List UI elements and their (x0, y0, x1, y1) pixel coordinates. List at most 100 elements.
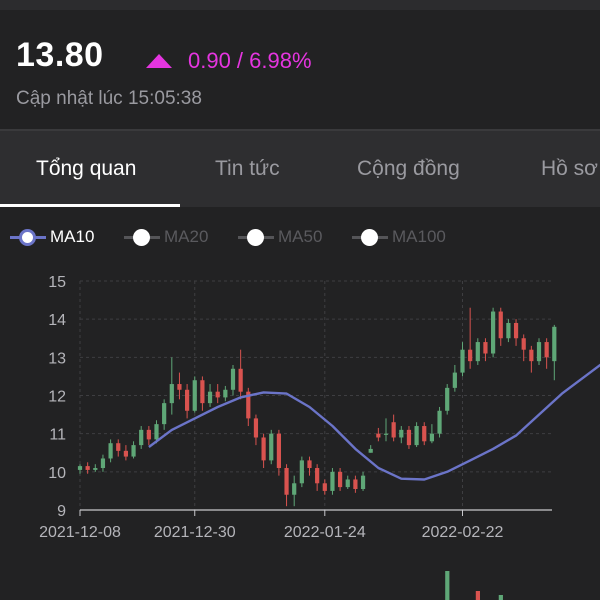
candle-body (399, 429, 404, 438)
y-tick-label: 10 (48, 465, 66, 482)
up-triangle-icon (146, 54, 172, 68)
candle-body (475, 342, 480, 362)
candle-body (383, 433, 389, 435)
y-tick-label: 14 (48, 312, 66, 329)
candle-body (108, 443, 113, 459)
candle-body (460, 349, 465, 373)
volume-bar (475, 591, 480, 600)
candle-body (230, 368, 236, 390)
x-tick-label: 2022-01-24 (284, 524, 366, 541)
candle-body (468, 349, 473, 362)
candle-body (154, 424, 159, 440)
candle-body (269, 433, 274, 461)
candle-body (200, 380, 205, 404)
legend-dot-icon (133, 228, 150, 246)
y-tick-label: 15 (48, 274, 66, 291)
candle-body (177, 384, 182, 390)
candle-body (536, 342, 542, 362)
candle-body (253, 418, 259, 438)
candle-body (345, 479, 350, 488)
legend-ma50[interactable]: MA50 (238, 224, 322, 250)
candle-body (139, 429, 144, 446)
candle-body (445, 387, 450, 411)
price-change-value: 0.90 / 6.98% (188, 48, 312, 73)
current-price: 13.80 (16, 36, 104, 74)
volume-bar (498, 595, 503, 600)
candle-body (192, 380, 197, 411)
candle-body (422, 426, 427, 442)
y-tick-label: 11 (49, 427, 66, 444)
candle-body (116, 443, 121, 451)
candle-body (529, 349, 534, 362)
legend-dot-icon (247, 228, 264, 246)
candle-body (146, 429, 151, 440)
y-tick-label: 12 (48, 389, 66, 406)
candle-body (437, 410, 442, 434)
tab-bar: Tổng quan Tin tức Cộng đồng Hồ sơ (0, 129, 600, 207)
tab-profile[interactable]: Hồ sơ (541, 157, 598, 180)
candle-body (452, 372, 457, 388)
candle-body (330, 471, 335, 491)
legend-line-icon (10, 228, 46, 246)
tab-overview[interactable]: Tổng quan (36, 157, 137, 180)
candle-body (169, 384, 174, 404)
tab-news[interactable]: Tin tức (215, 157, 280, 180)
price-chart[interactable]: 9 10 11 12 13 14 15 2021-12-08 2021-12-30 2022-01… (0, 265, 600, 600)
legend-ma100-label: MA100 (392, 227, 446, 246)
legend-ma20[interactable]: MA20 (124, 224, 208, 250)
candle-body (322, 483, 327, 491)
candle-body (491, 311, 496, 354)
ma10-line (148, 363, 600, 481)
y-tick-label: 9 (57, 503, 66, 520)
candle-body (185, 389, 190, 411)
candle-body (131, 445, 136, 457)
candle-body (498, 311, 503, 339)
candle-body (483, 342, 488, 354)
x-tick-label: 2022-02-22 (422, 524, 504, 541)
candle-body (360, 475, 366, 490)
candle-body (338, 471, 343, 488)
candle-body (506, 322, 511, 339)
legend-dot-icon (361, 228, 378, 246)
candle-body (521, 338, 526, 350)
candle-body (207, 391, 213, 404)
candle-body (406, 429, 412, 446)
update-time: Cập nhật lúc 15:05:38 (16, 88, 202, 109)
price-change: 0.90 / 6.98% (146, 48, 312, 74)
candle-body (246, 391, 251, 419)
candle-body (353, 479, 358, 490)
candle-body (552, 326, 557, 362)
candle-body (414, 426, 419, 446)
candle-body (93, 468, 98, 470)
candle-body (544, 342, 549, 358)
candle-body (77, 466, 83, 470)
legend-ma10[interactable]: MA10 (10, 224, 94, 250)
x-tick-label: 2021-12-08 (39, 524, 121, 541)
ma-legend: MA10 MA20 MA50 MA100 (0, 224, 600, 250)
legend-ma10-label: MA10 (50, 227, 95, 246)
candle-body (299, 460, 304, 484)
candle-body (215, 391, 220, 398)
candle-body (307, 460, 312, 469)
candle-body (85, 466, 90, 470)
candle-body (368, 448, 373, 453)
legend-ma100[interactable]: MA100 (352, 224, 446, 250)
candle-body (292, 483, 297, 495)
legend-dot-icon (19, 228, 36, 246)
tab-community[interactable]: Cộng đồng (357, 157, 460, 180)
legend-line-icon (124, 228, 160, 246)
y-tick-label: 13 (48, 350, 66, 367)
active-tab-indicator (0, 204, 180, 207)
candle-body (513, 322, 519, 339)
legend-ma50-label: MA50 (278, 227, 323, 246)
candle-body (315, 468, 320, 484)
candle-body (261, 437, 266, 461)
candle-body (238, 368, 243, 392)
legend-line-icon (238, 228, 274, 246)
candle-body (376, 433, 381, 438)
candle-body (429, 433, 434, 442)
candle-body (391, 422, 396, 438)
candle-body (123, 450, 128, 457)
candle-body (284, 468, 289, 495)
volume-bar (445, 571, 450, 600)
